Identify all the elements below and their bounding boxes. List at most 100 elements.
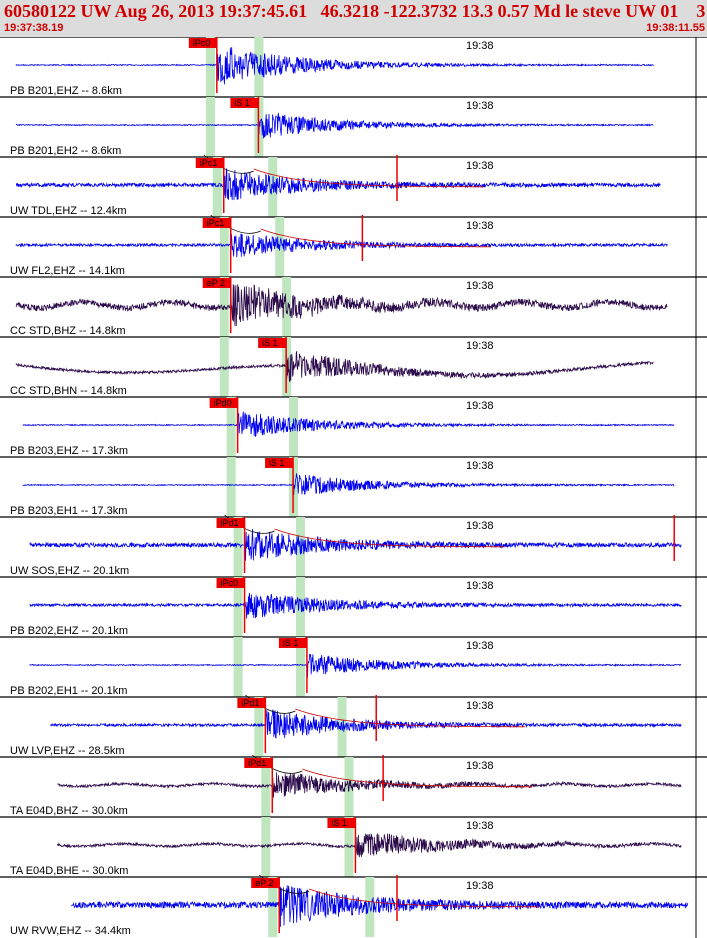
- pick-flag[interactable]: [237, 698, 266, 708]
- waveform-line: [15, 284, 668, 327]
- pick-label: iS 1: [234, 98, 250, 108]
- pick-flag[interactable]: [202, 278, 231, 288]
- trace-row[interactable]: 19:38 iPd1 TA E04D,BHZ -- 30.0km: [0, 754, 707, 817]
- waveform-line: [29, 653, 682, 678]
- p-window-band: [205, 97, 215, 157]
- time-tick-label: 19:38: [466, 700, 494, 712]
- station-label: UW LVP,EHZ -- 28.5km: [10, 745, 125, 757]
- pick-label: iS 1: [269, 458, 285, 468]
- waveform-line: [50, 709, 682, 739]
- time-tick-label: 19:38: [466, 760, 494, 772]
- coda-fit-curve: [302, 768, 533, 788]
- pick-flag[interactable]: [216, 578, 245, 588]
- station-label: PB B203,EHZ -- 17.3km: [10, 445, 128, 457]
- station-label: CC STD,BHZ -- 14.8km: [10, 325, 126, 337]
- p-window-band: [254, 697, 264, 757]
- p-window-band: [261, 817, 271, 877]
- pick-label: eP 2: [255, 878, 273, 888]
- s-window-band: [282, 277, 292, 337]
- trace-row[interactable]: 19:38 eP 2 UW RVW,EHZ -- 34.4km: [0, 874, 707, 937]
- p-window-band: [233, 577, 243, 637]
- station-label: PB B202,EH1 -- 20.1km: [10, 685, 127, 697]
- trace-row[interactable]: 19:38 iPc1 UW FL2,EHZ -- 14.1km: [0, 214, 707, 277]
- time-tick-label: 19:38: [466, 220, 494, 232]
- waveform-line: [29, 592, 682, 619]
- coda-fit-curve: [260, 228, 491, 248]
- pick-flag[interactable]: [258, 338, 287, 348]
- trace-row[interactable]: 19:38 iS 1 CC STD,BHN -- 14.8km: [0, 336, 707, 397]
- trace-row[interactable]: 19:38 eP 2 CC STD,BHZ -- 14.8km: [0, 276, 707, 337]
- end-time: 19:38:11.55: [646, 22, 705, 34]
- trace-row[interactable]: 19:38 iPc0 PB B202,EHZ -- 20.1km: [0, 576, 707, 637]
- trace-row[interactable]: 19:38 iS 1 PB B202,EH1 -- 20.1km: [0, 636, 707, 697]
- pick-flag[interactable]: [265, 458, 294, 468]
- pick-label: iS 1: [283, 638, 299, 648]
- coda-fit-curve: [309, 888, 540, 908]
- trace-row[interactable]: 19:38 iPd1 UW SOS,EHZ -- 20.1km: [0, 514, 707, 577]
- waveform-line: [57, 772, 682, 798]
- trace-row[interactable]: 19:38 iS 1 PB B201,EH2 -- 8.6km: [0, 96, 707, 157]
- event-title: 60580122 UW Aug 26, 2013 19:37:45.61 46.…: [4, 1, 706, 21]
- pick-label: iPc1: [207, 218, 225, 228]
- trace-row[interactable]: 19:38 iPc0 PB B201,EHZ -- 8.6km: [0, 37, 707, 97]
- time-tick-label: 19:38: [466, 820, 494, 832]
- pick-flag[interactable]: [244, 758, 273, 768]
- time-tick-label: 19:38: [466, 880, 494, 892]
- p-window-band: [219, 217, 229, 277]
- station-label: CC STD,BHN -- 14.8km: [10, 385, 127, 397]
- pick-flag[interactable]: [327, 818, 356, 828]
- s-window-band: [289, 397, 299, 457]
- pick-label: iPc1: [200, 158, 218, 168]
- trace-row[interactable]: 19:38 iPc1 UW TDL,EHZ -- 12.4km: [0, 154, 707, 217]
- pick-flag[interactable]: [216, 518, 245, 528]
- station-label: PB B201,EH2 -- 8.6km: [10, 145, 121, 157]
- waveform-line: [22, 411, 675, 437]
- pick-label: iS 1: [331, 818, 347, 828]
- pick-label: iPc0: [221, 578, 239, 588]
- pick-label: iS 1: [262, 338, 278, 348]
- p-window-band: [219, 337, 229, 397]
- pick-label: iPd1: [248, 758, 266, 768]
- waveform-line: [57, 832, 682, 858]
- time-tick-label: 19:38: [466, 340, 494, 352]
- pick-flag[interactable]: [188, 38, 217, 48]
- seismogram-panel[interactable]: 19:38 iPc0 PB B201,EHZ -- 8.6km 19:38 iS 1 PB…: [0, 37, 707, 938]
- waveform-line: [15, 112, 654, 139]
- trace-row[interactable]: 19:38 iPd0 PB B203,EHZ -- 17.3km: [0, 396, 707, 457]
- event-header: 60580122 UW Aug 26, 2013 19:37:45.61 46.…: [0, 0, 707, 37]
- pick-flag[interactable]: [195, 158, 224, 168]
- pick-flag[interactable]: [230, 98, 259, 108]
- waveform-line: [70, 885, 689, 927]
- trace-row[interactable]: 19:38 iPd1 UW LVP,EHZ -- 28.5km: [0, 694, 707, 757]
- waveform-line: [15, 351, 654, 383]
- pick-label: iPc0: [193, 38, 211, 48]
- trace-row[interactable]: 19:38 iS 1 TA E04D,BHE -- 30.0km: [0, 816, 707, 877]
- time-tick-label: 19:38: [466, 100, 494, 112]
- trace-row[interactable]: 19:38 iS 1 PB B203,EH1 -- 17.3km: [0, 456, 707, 517]
- start-time: 19:37:38.19: [4, 22, 64, 34]
- time-tick-label: 19:38: [466, 520, 494, 532]
- pick-label: eP 2: [207, 278, 225, 288]
- time-tick-label: 19:38: [466, 40, 494, 52]
- station-label: PB B202,EHZ -- 20.1km: [10, 625, 128, 637]
- pick-flag[interactable]: [278, 638, 307, 648]
- waveform-line: [22, 473, 675, 496]
- p-window-band: [233, 637, 243, 697]
- pick-flag[interactable]: [209, 398, 238, 408]
- p-window-band: [226, 457, 236, 517]
- s-window-band: [295, 637, 305, 697]
- pick-flag[interactable]: [202, 218, 231, 228]
- station-label: PB B201,EHZ -- 8.6km: [10, 85, 122, 97]
- time-tick-label: 19:38: [466, 580, 494, 592]
- coda-fit-curve: [253, 168, 484, 188]
- s-window-band: [295, 577, 305, 637]
- station-label: UW RVW,EHZ -- 34.4km: [10, 925, 131, 937]
- waveform-line: [29, 528, 682, 561]
- station-label: TA E04D,BHZ -- 30.0km: [10, 805, 128, 817]
- time-tick-label: 19:38: [466, 400, 494, 412]
- time-tick-label: 19:38: [466, 160, 494, 172]
- pick-flag[interactable]: [251, 878, 280, 888]
- waveform-line: [15, 233, 668, 258]
- station-label: UW FL2,EHZ -- 14.1km: [10, 265, 125, 277]
- pick-label: iPd1: [221, 518, 239, 528]
